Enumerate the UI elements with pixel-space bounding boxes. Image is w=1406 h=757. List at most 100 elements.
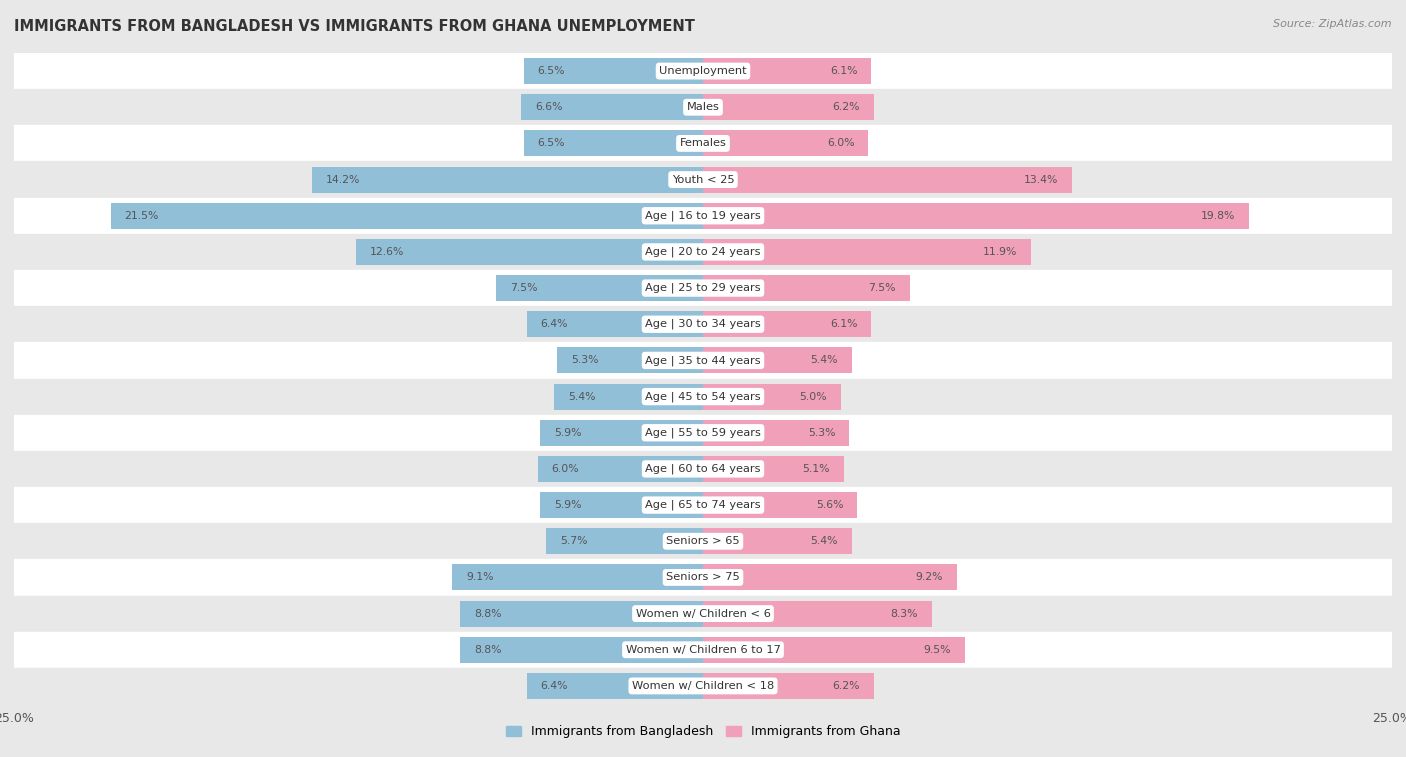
Text: 6.4%: 6.4% bbox=[540, 681, 568, 691]
Text: 5.1%: 5.1% bbox=[803, 464, 830, 474]
Bar bbox=[540, 492, 703, 518]
Bar bbox=[14, 342, 1392, 378]
Bar bbox=[14, 89, 1392, 126]
Bar bbox=[524, 130, 703, 157]
Legend: Immigrants from Bangladesh, Immigrants from Ghana: Immigrants from Bangladesh, Immigrants f… bbox=[501, 721, 905, 743]
Text: Age | 20 to 24 years: Age | 20 to 24 years bbox=[645, 247, 761, 257]
Bar bbox=[703, 565, 956, 590]
Bar bbox=[14, 378, 1392, 415]
Bar bbox=[546, 528, 703, 554]
Text: Women w/ Children < 6: Women w/ Children < 6 bbox=[636, 609, 770, 618]
Text: Age | 65 to 74 years: Age | 65 to 74 years bbox=[645, 500, 761, 510]
Bar bbox=[557, 347, 703, 373]
Text: Age | 45 to 54 years: Age | 45 to 54 years bbox=[645, 391, 761, 402]
Bar bbox=[14, 234, 1392, 270]
Bar bbox=[14, 451, 1392, 487]
Text: Women w/ Children 6 to 17: Women w/ Children 6 to 17 bbox=[626, 645, 780, 655]
Text: 21.5%: 21.5% bbox=[124, 210, 159, 221]
Text: Youth < 25: Youth < 25 bbox=[672, 175, 734, 185]
Bar bbox=[14, 306, 1392, 342]
Bar bbox=[527, 311, 703, 338]
Text: 12.6%: 12.6% bbox=[370, 247, 404, 257]
Text: 8.3%: 8.3% bbox=[890, 609, 918, 618]
Bar bbox=[537, 456, 703, 482]
Text: Age | 35 to 44 years: Age | 35 to 44 years bbox=[645, 355, 761, 366]
Bar bbox=[14, 415, 1392, 451]
Bar bbox=[703, 275, 910, 301]
Text: 6.6%: 6.6% bbox=[534, 102, 562, 112]
Bar bbox=[14, 487, 1392, 523]
Bar bbox=[703, 384, 841, 410]
Bar bbox=[522, 94, 703, 120]
Text: 6.4%: 6.4% bbox=[540, 319, 568, 329]
Bar bbox=[703, 673, 875, 699]
Bar bbox=[703, 419, 849, 446]
Text: 6.2%: 6.2% bbox=[832, 681, 860, 691]
Bar bbox=[703, 203, 1249, 229]
Text: 6.5%: 6.5% bbox=[537, 66, 565, 76]
Bar bbox=[703, 130, 869, 157]
Bar bbox=[703, 600, 932, 627]
Bar bbox=[14, 631, 1392, 668]
Text: 7.5%: 7.5% bbox=[510, 283, 537, 293]
Text: Age | 55 to 59 years: Age | 55 to 59 years bbox=[645, 428, 761, 438]
Text: 6.0%: 6.0% bbox=[551, 464, 579, 474]
Text: Seniors > 75: Seniors > 75 bbox=[666, 572, 740, 582]
Text: Age | 60 to 64 years: Age | 60 to 64 years bbox=[645, 464, 761, 474]
Text: 14.2%: 14.2% bbox=[325, 175, 360, 185]
Bar bbox=[703, 58, 872, 84]
Bar bbox=[540, 419, 703, 446]
Text: 5.3%: 5.3% bbox=[571, 356, 598, 366]
Text: Seniors > 65: Seniors > 65 bbox=[666, 536, 740, 547]
Bar bbox=[14, 126, 1392, 161]
Text: 9.1%: 9.1% bbox=[465, 572, 494, 582]
Text: 13.4%: 13.4% bbox=[1024, 175, 1059, 185]
Bar bbox=[524, 58, 703, 84]
Bar bbox=[703, 528, 852, 554]
Text: 5.4%: 5.4% bbox=[810, 536, 838, 547]
Text: 5.3%: 5.3% bbox=[808, 428, 835, 438]
Text: 8.8%: 8.8% bbox=[474, 645, 502, 655]
Text: 9.5%: 9.5% bbox=[924, 645, 950, 655]
Text: Women w/ Children < 18: Women w/ Children < 18 bbox=[631, 681, 775, 691]
Bar bbox=[703, 239, 1031, 265]
Bar bbox=[527, 673, 703, 699]
Bar bbox=[703, 492, 858, 518]
Text: Age | 16 to 19 years: Age | 16 to 19 years bbox=[645, 210, 761, 221]
Text: 6.1%: 6.1% bbox=[830, 66, 858, 76]
Text: 5.0%: 5.0% bbox=[800, 391, 827, 401]
Text: Unemployment: Unemployment bbox=[659, 66, 747, 76]
Bar bbox=[461, 637, 703, 663]
Text: Age | 30 to 34 years: Age | 30 to 34 years bbox=[645, 319, 761, 329]
Text: 6.5%: 6.5% bbox=[537, 139, 565, 148]
Text: IMMIGRANTS FROM BANGLADESH VS IMMIGRANTS FROM GHANA UNEMPLOYMENT: IMMIGRANTS FROM BANGLADESH VS IMMIGRANTS… bbox=[14, 19, 695, 34]
Text: Source: ZipAtlas.com: Source: ZipAtlas.com bbox=[1274, 19, 1392, 29]
Bar bbox=[703, 456, 844, 482]
Text: 11.9%: 11.9% bbox=[983, 247, 1017, 257]
Bar bbox=[703, 167, 1073, 192]
Bar bbox=[14, 270, 1392, 306]
Text: Age | 25 to 29 years: Age | 25 to 29 years bbox=[645, 283, 761, 293]
Bar bbox=[14, 668, 1392, 704]
Bar bbox=[14, 53, 1392, 89]
Text: Females: Females bbox=[679, 139, 727, 148]
Bar bbox=[14, 523, 1392, 559]
Text: 5.4%: 5.4% bbox=[568, 391, 596, 401]
Bar bbox=[312, 167, 703, 192]
Bar bbox=[703, 311, 872, 338]
Text: 6.2%: 6.2% bbox=[832, 102, 860, 112]
Text: 7.5%: 7.5% bbox=[869, 283, 896, 293]
Text: 5.4%: 5.4% bbox=[810, 356, 838, 366]
Text: Males: Males bbox=[686, 102, 720, 112]
Bar bbox=[703, 347, 852, 373]
Bar bbox=[453, 565, 703, 590]
Bar bbox=[703, 637, 965, 663]
Text: 6.0%: 6.0% bbox=[827, 139, 855, 148]
Text: 8.8%: 8.8% bbox=[474, 609, 502, 618]
Text: 5.7%: 5.7% bbox=[560, 536, 588, 547]
Bar bbox=[496, 275, 703, 301]
Bar bbox=[14, 198, 1392, 234]
Bar bbox=[461, 600, 703, 627]
Text: 9.2%: 9.2% bbox=[915, 572, 943, 582]
Bar bbox=[14, 596, 1392, 631]
